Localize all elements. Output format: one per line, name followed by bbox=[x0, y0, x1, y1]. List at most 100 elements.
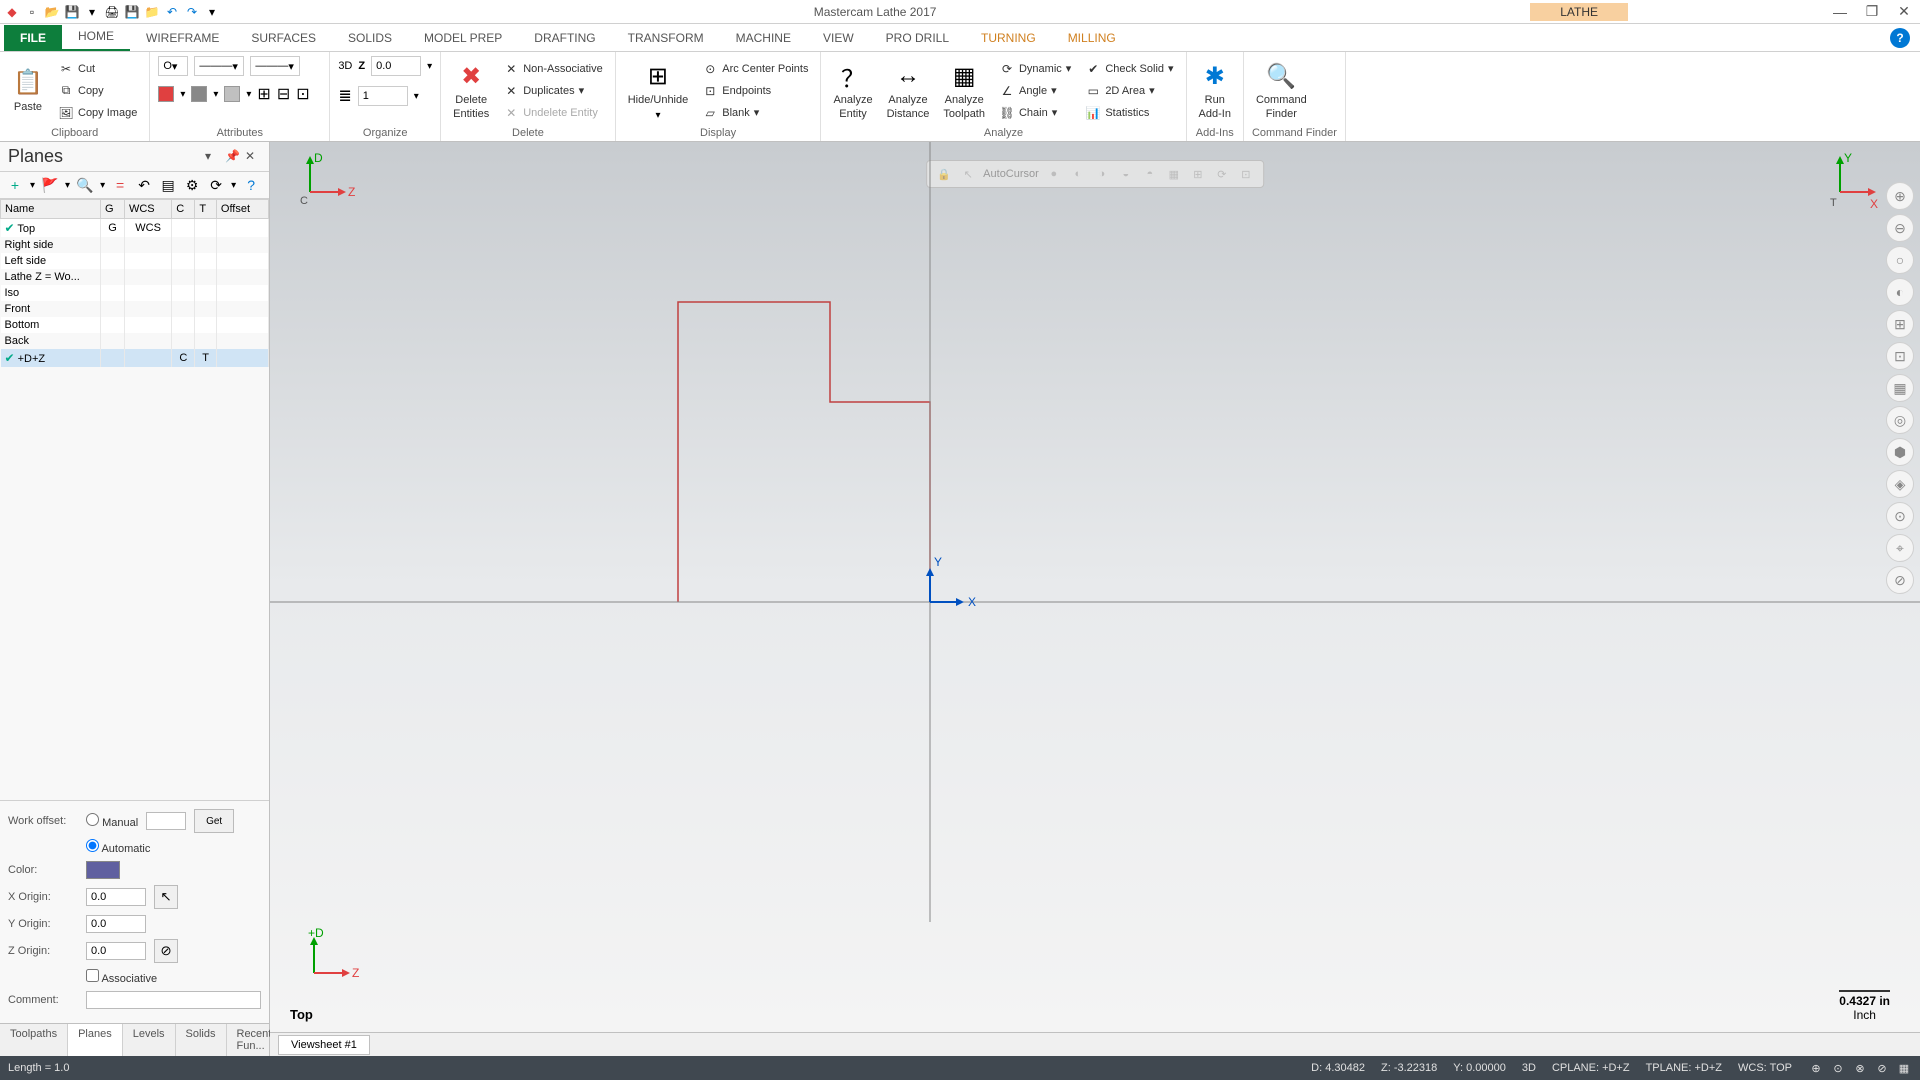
point-style-dropdown[interactable]: O ▾ bbox=[158, 56, 188, 76]
panel-close-icon[interactable]: ✕ bbox=[245, 149, 261, 165]
tb-icon1[interactable]: ▤ bbox=[159, 176, 177, 194]
y-origin-input[interactable] bbox=[86, 915, 146, 933]
equals-icon[interactable]: = bbox=[111, 176, 129, 194]
plane-color-swatch[interactable] bbox=[86, 861, 120, 879]
qat-customize-icon[interactable]: ▾ bbox=[204, 4, 220, 20]
tab-drafting[interactable]: DRAFTING bbox=[518, 25, 611, 51]
statistics-button[interactable]: 📊Statistics bbox=[1081, 103, 1177, 123]
status-icon-1[interactable]: ⊕ bbox=[1808, 1060, 1824, 1076]
plane-row[interactable]: Right side bbox=[1, 237, 269, 253]
analyze-distance-button[interactable]: ↔Analyze Distance bbox=[883, 58, 934, 122]
tab-file[interactable]: FILE bbox=[4, 25, 62, 51]
manual-radio[interactable]: Manual bbox=[86, 813, 138, 829]
reset-origin-button[interactable]: ⊘ bbox=[154, 939, 178, 963]
planes-col-wcs[interactable]: WCS bbox=[124, 200, 171, 219]
redo-icon[interactable]: ↷ bbox=[184, 4, 200, 20]
level-dropdown-icon[interactable]: ▾ bbox=[414, 91, 419, 102]
tab-solids[interactable]: SOLIDS bbox=[332, 25, 408, 51]
left-tab-toolpaths[interactable]: Toolpaths bbox=[0, 1024, 68, 1056]
help-tb-icon[interactable]: ? bbox=[242, 176, 260, 194]
rt-btn-6[interactable]: ⊡ bbox=[1886, 342, 1914, 370]
refresh-icon[interactable]: ⟳ bbox=[207, 176, 225, 194]
rt-btn-4[interactable]: ◐ bbox=[1886, 278, 1914, 306]
left-tab-solids[interactable]: Solids bbox=[176, 1024, 227, 1056]
rt-btn-9[interactable]: ⬢ bbox=[1886, 438, 1914, 466]
attr-extra1-icon[interactable]: ⊞ bbox=[257, 84, 270, 104]
close-button[interactable]: ✕ bbox=[1892, 2, 1916, 22]
status-icon-4[interactable]: ⊘ bbox=[1874, 1060, 1890, 1076]
help-icon[interactable]: ? bbox=[1890, 28, 1910, 48]
level-input[interactable] bbox=[358, 86, 408, 106]
status-icon-3[interactable]: ⊗ bbox=[1852, 1060, 1868, 1076]
rt-btn-8[interactable]: ◎ bbox=[1886, 406, 1914, 434]
pick-origin-button[interactable]: ↖ bbox=[154, 885, 178, 909]
vt-cursor-icon[interactable]: ↖ bbox=[959, 165, 977, 183]
rt-btn-3[interactable]: ○ bbox=[1886, 246, 1914, 274]
copy-image-button[interactable]: 🖼Copy Image bbox=[54, 103, 141, 123]
status-icon-2[interactable]: ⊙ bbox=[1830, 1060, 1846, 1076]
automatic-radio[interactable]: Automatic bbox=[86, 839, 150, 855]
panel-dropdown-icon[interactable]: ▾ bbox=[205, 149, 221, 165]
z-dropdown-icon[interactable]: ▾ bbox=[427, 61, 432, 72]
tab-modelprep[interactable]: MODEL PREP bbox=[408, 25, 518, 51]
area-2d-button[interactable]: ▭2D Area ▾ bbox=[1081, 81, 1177, 101]
td-toggle[interactable]: 3D bbox=[338, 60, 352, 72]
endpoints-button[interactable]: ⊡Endpoints bbox=[698, 81, 812, 101]
viewport-toolbar[interactable]: 🔒 ↖ AutoCursor ● ◐ ◑ ◒ ◓ ▦ ⊞ ⟳ ⊡ bbox=[926, 160, 1264, 188]
command-finder-button[interactable]: 🔍Command Finder bbox=[1252, 58, 1311, 122]
save-dropdown-icon[interactable]: ▾ bbox=[84, 4, 100, 20]
plane-row[interactable]: ✔ TopGWCS bbox=[1, 219, 269, 238]
chain-button[interactable]: ⛓Chain ▾ bbox=[995, 103, 1075, 123]
work-offset-input[interactable] bbox=[146, 812, 186, 830]
undelete-button[interactable]: ✕Undelete Entity bbox=[499, 103, 606, 123]
vt-lock-icon[interactable]: 🔒 bbox=[935, 165, 953, 183]
vt-i-icon[interactable]: ⊡ bbox=[1237, 165, 1255, 183]
rt-btn-5[interactable]: ⊞ bbox=[1886, 310, 1914, 338]
vt-g-icon[interactable]: ⊞ bbox=[1189, 165, 1207, 183]
arc-center-button[interactable]: ⊙Arc Center Points bbox=[698, 59, 812, 79]
vt-f-icon[interactable]: ▦ bbox=[1165, 165, 1183, 183]
tab-transform[interactable]: TRANSFORM bbox=[612, 25, 720, 51]
run-addin-button[interactable]: ✱Run Add-In bbox=[1195, 58, 1235, 122]
tab-home[interactable]: HOME bbox=[62, 23, 130, 51]
planes-col-g[interactable]: G bbox=[101, 200, 125, 219]
flag-icon[interactable]: 🚩 bbox=[41, 176, 59, 194]
planes-col-c[interactable]: C bbox=[172, 200, 195, 219]
minimize-button[interactable]: — bbox=[1828, 2, 1852, 22]
rt-btn-13[interactable]: ⊘ bbox=[1886, 566, 1914, 594]
rt-btn-12[interactable]: ⌖ bbox=[1886, 534, 1914, 562]
z-value-input[interactable] bbox=[371, 56, 421, 76]
tab-wireframe[interactable]: WIREFRAME bbox=[130, 25, 235, 51]
hide-unhide-button[interactable]: ⊞ Hide/Unhide ▾ bbox=[624, 58, 693, 122]
plane-row[interactable]: Back bbox=[1, 333, 269, 349]
panel-pin-icon[interactable]: 📌 bbox=[225, 149, 241, 165]
search-icon[interactable]: 🔍 bbox=[76, 176, 94, 194]
get-button[interactable]: Get bbox=[194, 809, 234, 833]
left-tab-levels[interactable]: Levels bbox=[123, 1024, 176, 1056]
status-cplane[interactable]: CPLANE: +D+Z bbox=[1552, 1062, 1630, 1074]
tab-machine[interactable]: MACHINE bbox=[720, 25, 807, 51]
non-assoc-button[interactable]: ✕Non-Associative bbox=[499, 59, 606, 79]
rt-btn-11[interactable]: ⊙ bbox=[1886, 502, 1914, 530]
cut-button[interactable]: ✂Cut bbox=[54, 59, 141, 79]
folder-icon[interactable]: 📁 bbox=[144, 4, 160, 20]
duplicates-button[interactable]: ✕Duplicates ▾ bbox=[499, 81, 606, 101]
vt-h-icon[interactable]: ⟳ bbox=[1213, 165, 1231, 183]
rt-btn-1[interactable]: ⊕ bbox=[1886, 182, 1914, 210]
planes-col-name[interactable]: Name bbox=[1, 200, 101, 219]
z-origin-input[interactable] bbox=[86, 942, 146, 960]
plane-row[interactable]: Left side bbox=[1, 253, 269, 269]
attr-extra2-icon[interactable]: ⊟ bbox=[277, 84, 290, 104]
attr-extra3-icon[interactable]: ⊡ bbox=[296, 84, 309, 104]
copy-button[interactable]: ⧉Copy bbox=[54, 81, 141, 101]
tab-view[interactable]: VIEW bbox=[807, 25, 870, 51]
planes-col-offset[interactable]: Offset bbox=[216, 200, 268, 219]
vt-a-icon[interactable]: ● bbox=[1045, 165, 1063, 183]
tab-surfaces[interactable]: SURFACES bbox=[235, 25, 332, 51]
viewport[interactable]: D Z C +D Z Y bbox=[270, 142, 1920, 1032]
dynamic-button[interactable]: ⟳Dynamic ▾ bbox=[995, 59, 1075, 79]
planes-col-t[interactable]: T bbox=[195, 200, 216, 219]
print-icon[interactable]: 🖨 bbox=[104, 4, 120, 20]
status-tplane[interactable]: TPLANE: +D+Z bbox=[1646, 1062, 1722, 1074]
plane-row[interactable]: Iso bbox=[1, 285, 269, 301]
